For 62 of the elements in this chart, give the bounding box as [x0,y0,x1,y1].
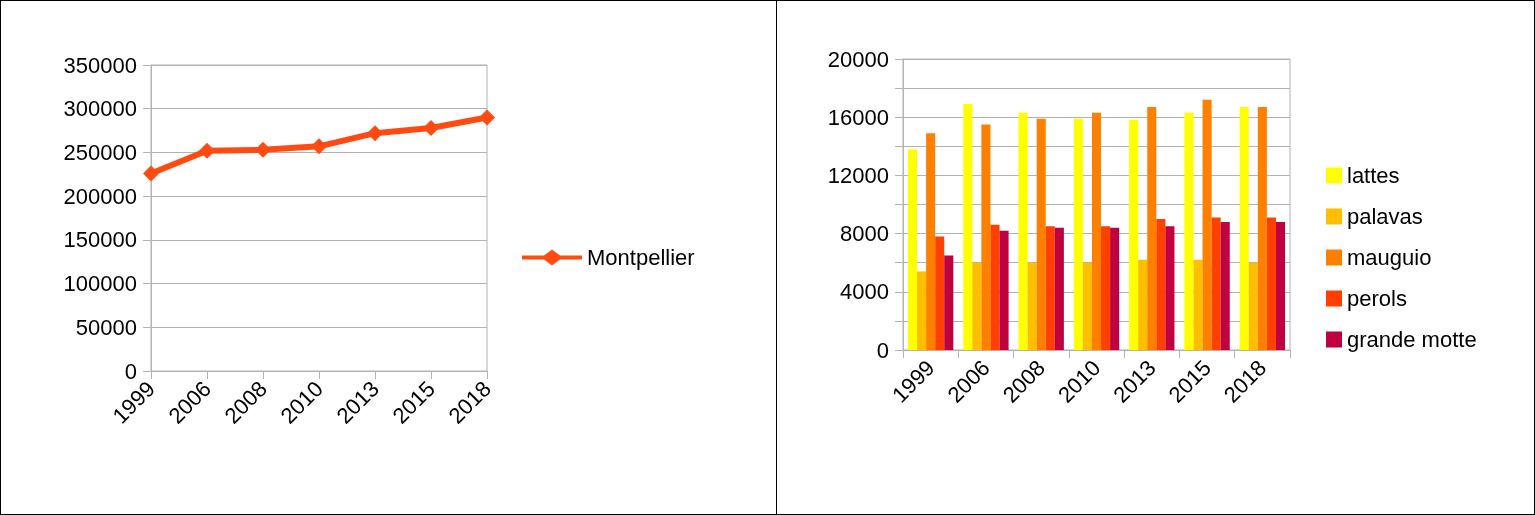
bar [1275,221,1286,350]
bar [1193,259,1203,350]
bar [1073,118,1083,350]
y-tick-label: 100000 [63,271,137,297]
bar [963,104,973,350]
bar [1239,107,1249,350]
point [143,165,159,182]
bar [1129,120,1139,350]
bar [1101,226,1111,350]
y-tick-label: 0 [124,358,137,384]
bar [1036,118,1046,350]
y-tick-label: 300000 [63,96,137,122]
bar [1147,107,1157,350]
bar [999,230,1009,350]
point [199,142,215,159]
y-tick-label: 50000 [75,314,137,340]
point [367,125,383,142]
bar [1248,262,1258,350]
bar [1266,217,1276,350]
bar [1045,226,1055,350]
bar [1110,227,1120,350]
legend-label: palavas [1347,204,1423,229]
y-tick-label: 8000 [840,221,889,247]
legend-label: lattes [1347,163,1400,188]
y-tick-label: 4000 [840,279,889,305]
legend-label: grande motte [1347,327,1477,352]
bar [1091,112,1102,350]
bar [1165,226,1175,350]
bar [1054,227,1064,350]
bar [1138,259,1148,350]
bar [990,224,1000,350]
y-tick-label: 350000 [63,52,137,78]
point [311,138,327,155]
bar [1184,112,1194,350]
y-tick-label: 12000 [827,162,889,188]
y-tick-label: 20000 [827,46,889,72]
bar [926,133,936,350]
bar [1257,107,1267,350]
y-tick-label: 150000 [63,227,137,253]
bar [907,149,918,350]
bar [1211,217,1221,350]
legend-label: Montpellier [587,245,695,270]
y-tick-label: 200000 [63,183,137,209]
bar [1202,99,1212,350]
bar [1082,262,1092,350]
point [255,141,271,158]
legend-label: mauguio [1347,245,1432,270]
bar [935,236,945,350]
y-tick-label: 16000 [827,104,889,130]
bar [1156,219,1166,350]
point [479,109,495,126]
point [423,119,439,136]
bar [1220,221,1230,350]
bar [1018,112,1028,350]
y-tick-label: 250000 [63,139,137,165]
bar [972,262,982,350]
bar [917,271,927,350]
y-tick-label: 0 [876,337,889,363]
bar [944,255,954,350]
legend-label: perols [1347,286,1407,311]
bar [1027,262,1037,350]
bar [981,124,991,350]
